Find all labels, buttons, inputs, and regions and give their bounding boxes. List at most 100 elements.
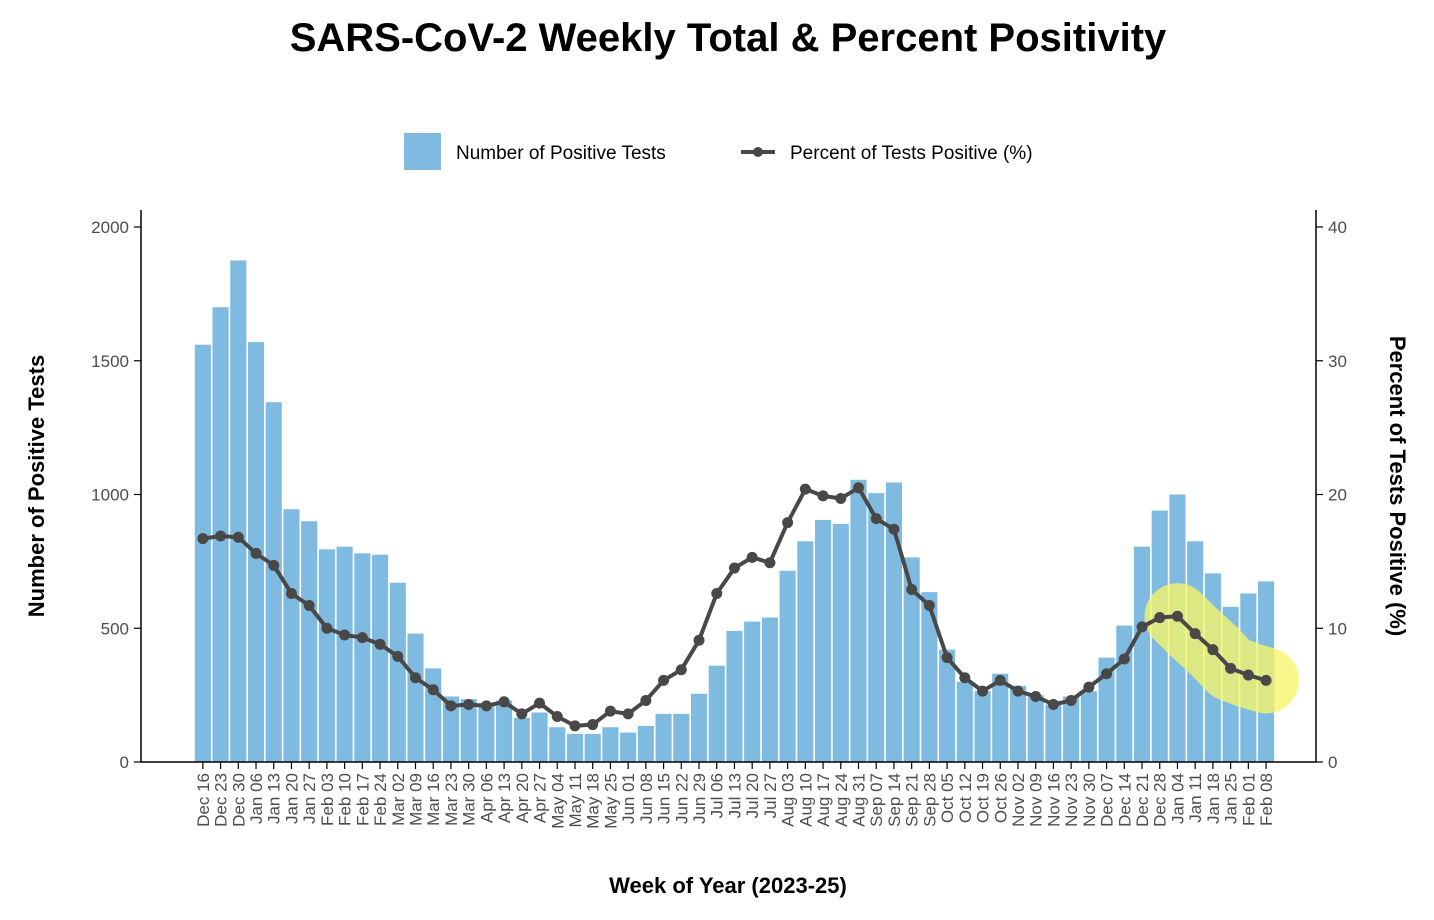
x-tick-label: Oct 12	[956, 773, 975, 823]
y-tick-label: 2000	[91, 218, 129, 237]
x-tick-label: Feb 01	[1239, 773, 1258, 826]
percent-point-4	[268, 559, 280, 571]
y-tick-label: 1000	[91, 486, 129, 505]
percent-point-42	[941, 652, 953, 664]
legend-line-marker	[753, 147, 763, 157]
bar-32	[761, 617, 778, 762]
x-tick-label: Jun 01	[619, 773, 638, 824]
y-tick-label: 500	[101, 619, 129, 638]
bar-44	[974, 691, 991, 762]
y-ticks-left: 0 500 1000 1500 2000	[91, 218, 141, 772]
y-tick-label: 0	[120, 753, 129, 772]
bar-43	[956, 681, 973, 762]
x-tick-label: Sep 21	[903, 773, 922, 827]
x-tick-label: Jul 20	[743, 773, 762, 818]
x-tick-label: Mar 09	[407, 773, 426, 826]
bar-9	[354, 553, 371, 762]
x-tick-label: Jul 13	[725, 773, 744, 818]
percent-point-43	[959, 672, 971, 684]
x-tick-label: Apr 13	[495, 773, 514, 823]
x-tick-label: May 18	[584, 773, 603, 829]
bar-41	[921, 592, 938, 762]
bar-36	[832, 523, 849, 762]
bar-40	[903, 557, 920, 762]
y-axis-title: Number of Positive Tests	[24, 355, 49, 617]
percent-point-30	[728, 562, 740, 574]
x-tick-label: Oct 05	[938, 773, 957, 823]
y-tick-label: 1500	[91, 352, 129, 371]
x-tick-label: Feb 03	[318, 773, 337, 826]
bar-2	[230, 260, 247, 762]
chart-title: SARS-CoV-2 Weekly Total & Percent Positi…	[290, 16, 1167, 60]
x-axis-title: Week of Year (2023-25)	[609, 873, 847, 898]
bar-47	[1027, 695, 1044, 763]
bar-39	[885, 482, 902, 762]
percent-point-60	[1260, 674, 1272, 686]
bar-49	[1063, 696, 1080, 762]
bar-31	[744, 621, 761, 762]
percent-point-33	[782, 517, 794, 529]
percent-point-18	[516, 708, 528, 720]
x-tick-label: Jan 06	[247, 773, 266, 824]
bar-11	[389, 582, 406, 762]
bar-16	[478, 703, 495, 762]
percent-point-46	[1012, 685, 1024, 697]
x-tick-label: Sep 14	[885, 773, 904, 827]
bar-24	[620, 732, 637, 762]
x-tick-label: Apr 06	[477, 773, 496, 823]
percent-point-22	[587, 719, 599, 731]
x-tick-label: Mar 02	[389, 773, 408, 826]
percent-point-9	[356, 632, 368, 644]
x-tick-label: Jun 22	[672, 773, 691, 824]
y-ticks-right: 0 10 20 30 40	[1316, 218, 1347, 772]
x-tick-label: Aug 03	[779, 773, 798, 827]
percent-point-56	[1189, 628, 1201, 640]
bar-29	[708, 665, 725, 762]
bar-22	[584, 733, 601, 762]
percent-point-13	[427, 684, 439, 696]
x-tick-label: Jul 06	[708, 773, 727, 818]
percent-point-36	[835, 493, 847, 505]
percent-point-11	[392, 650, 404, 662]
x-tick-label: Mar 23	[442, 773, 461, 826]
percent-point-53	[1136, 621, 1148, 633]
x-tick-label: Dec 07	[1098, 773, 1117, 827]
bar-37	[850, 479, 867, 762]
x-tick-label: Jul 27	[761, 773, 780, 818]
percent-point-57	[1207, 644, 1219, 656]
bar-53	[1133, 546, 1151, 762]
percent-point-25	[640, 694, 652, 706]
percent-point-14	[445, 700, 457, 712]
x-tick-label: Jan 11	[1186, 773, 1205, 823]
bar-20	[549, 727, 566, 762]
bar-23	[602, 727, 619, 762]
y2-tick-label: 40	[1328, 218, 1347, 237]
x-tick-label: Apr 20	[513, 773, 532, 823]
x-tick-label: Nov 09	[1027, 773, 1046, 827]
percent-point-24	[622, 708, 634, 720]
percent-point-44	[977, 685, 989, 697]
percent-point-10	[374, 638, 386, 650]
x-tick-label: Jan 27	[300, 773, 319, 824]
x-tick-label: Jan 18	[1204, 773, 1223, 824]
bar-0	[194, 344, 211, 762]
x-tick-label: Dec 14	[1115, 773, 1134, 827]
percent-point-12	[410, 672, 421, 684]
percent-point-3	[250, 547, 262, 559]
percent-point-45	[994, 674, 1006, 686]
bar-17	[496, 700, 513, 762]
percent-point-41	[923, 600, 935, 612]
x-tick-label: Jun 08	[637, 773, 656, 824]
x-tick-label: Sep 07	[867, 773, 886, 827]
percent-point-20	[551, 711, 563, 723]
legend-line-label: Percent of Tests Positive (%)	[790, 143, 1033, 164]
x-tick-label: Sep 28	[920, 773, 939, 827]
percent-point-31	[746, 551, 758, 563]
bar-48	[1045, 704, 1062, 762]
percent-point-55	[1171, 610, 1183, 622]
x-tick-label: Nov 30	[1080, 773, 1099, 827]
percent-point-58	[1225, 662, 1237, 674]
x-tick-label: May 04	[548, 773, 567, 829]
bar-12	[407, 633, 424, 762]
